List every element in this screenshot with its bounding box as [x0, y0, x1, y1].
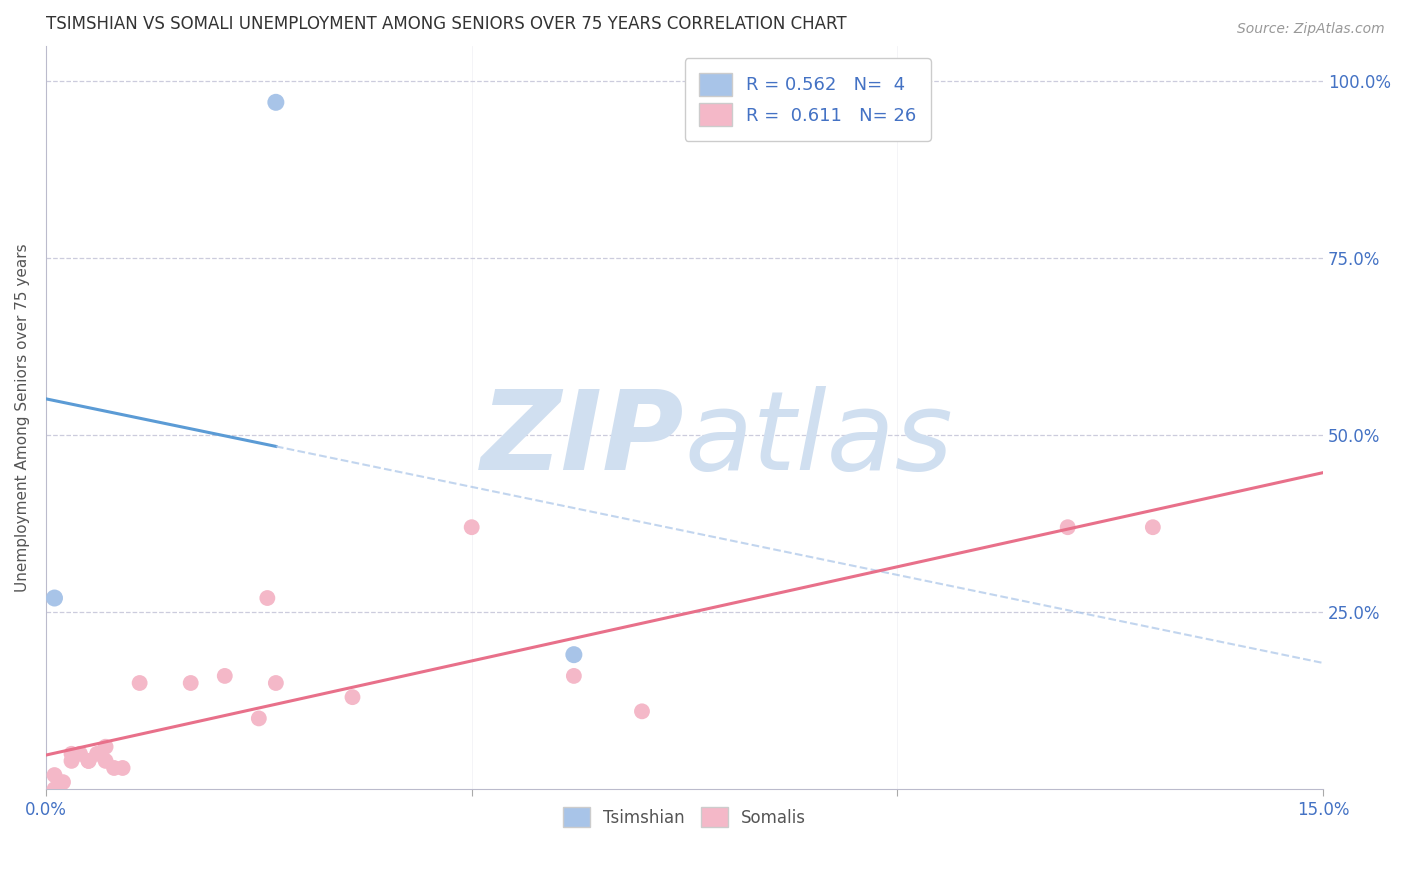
Point: [94, 739, 117, 754]
Point: [86, 747, 108, 761]
Text: Source: ZipAtlas.com: Source: ZipAtlas.com: [1237, 22, 1385, 37]
Point: [60, 754, 83, 768]
Point: [103, 761, 125, 775]
Point: [111, 761, 134, 775]
Point: [264, 676, 287, 690]
Point: [60, 747, 83, 761]
Point: [1056, 520, 1078, 534]
Point: [77, 754, 100, 768]
Legend: Tsimshian, Somalis: Tsimshian, Somalis: [553, 797, 817, 837]
Text: atlas: atlas: [685, 386, 953, 493]
Text: TSIMSHIAN VS SOMALI UNEMPLOYMENT AMONG SENIORS OVER 75 YEARS CORRELATION CHART: TSIMSHIAN VS SOMALI UNEMPLOYMENT AMONG S…: [46, 15, 846, 33]
Point: [562, 648, 585, 662]
Point: [342, 690, 364, 705]
Point: [128, 676, 150, 690]
Point: [94, 754, 117, 768]
Point: [214, 669, 236, 683]
Point: [77, 754, 100, 768]
Point: [256, 591, 278, 605]
Point: [180, 676, 202, 690]
Point: [631, 704, 654, 718]
Text: ZIP: ZIP: [481, 386, 685, 493]
Y-axis label: Unemployment Among Seniors over 75 years: Unemployment Among Seniors over 75 years: [15, 244, 30, 591]
Point: [69, 747, 91, 761]
Point: [44, 782, 66, 797]
Point: [1142, 520, 1164, 534]
Point: [52, 775, 75, 789]
Point: [44, 768, 66, 782]
Point: [44, 591, 66, 605]
Point: [247, 711, 270, 725]
Point: [460, 520, 482, 534]
Point: [264, 95, 287, 110]
Point: [562, 669, 585, 683]
